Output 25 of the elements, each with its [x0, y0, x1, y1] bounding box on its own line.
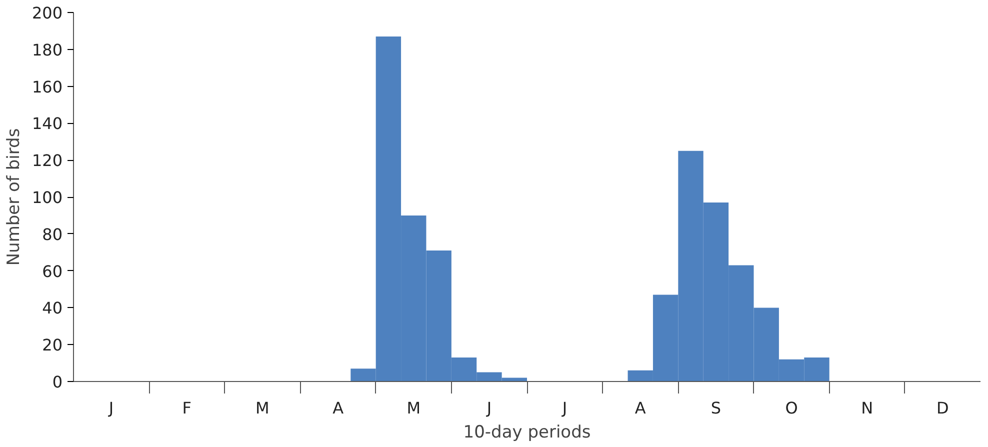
- y-tick-label: 160: [32, 77, 63, 96]
- x-tick-label: A: [332, 398, 344, 418]
- x-tick-label: J: [561, 398, 568, 418]
- y-tick-label: 60: [42, 262, 62, 281]
- y-tick-label: 100: [32, 188, 63, 207]
- x-tick-label: M: [256, 398, 270, 418]
- y-tick-label: 180: [32, 40, 63, 60]
- x-tick-label: D: [936, 398, 949, 418]
- x-tick-label: A: [634, 398, 646, 418]
- x-tick-label: N: [861, 398, 874, 418]
- y-tick-label: 120: [32, 151, 63, 170]
- y-tick-label: 80: [42, 224, 62, 244]
- x-tick-label: S: [710, 398, 722, 418]
- y-tick-label: 0: [52, 372, 63, 392]
- x-tick-label: O: [785, 398, 798, 418]
- x-tick-label: F: [182, 398, 192, 418]
- x-axis-title: 10-day periods: [463, 422, 591, 442]
- y-tick-label: 40: [42, 298, 62, 318]
- y-tick-label: 140: [32, 114, 63, 134]
- x-tick-label: J: [486, 398, 492, 418]
- y-axis-title: Number of birds: [4, 128, 24, 266]
- y-tick-label: 20: [42, 336, 62, 355]
- x-tick-label: J: [108, 398, 114, 418]
- y-tick-label: 200: [32, 4, 63, 22]
- x-tick-label: M: [406, 398, 421, 418]
